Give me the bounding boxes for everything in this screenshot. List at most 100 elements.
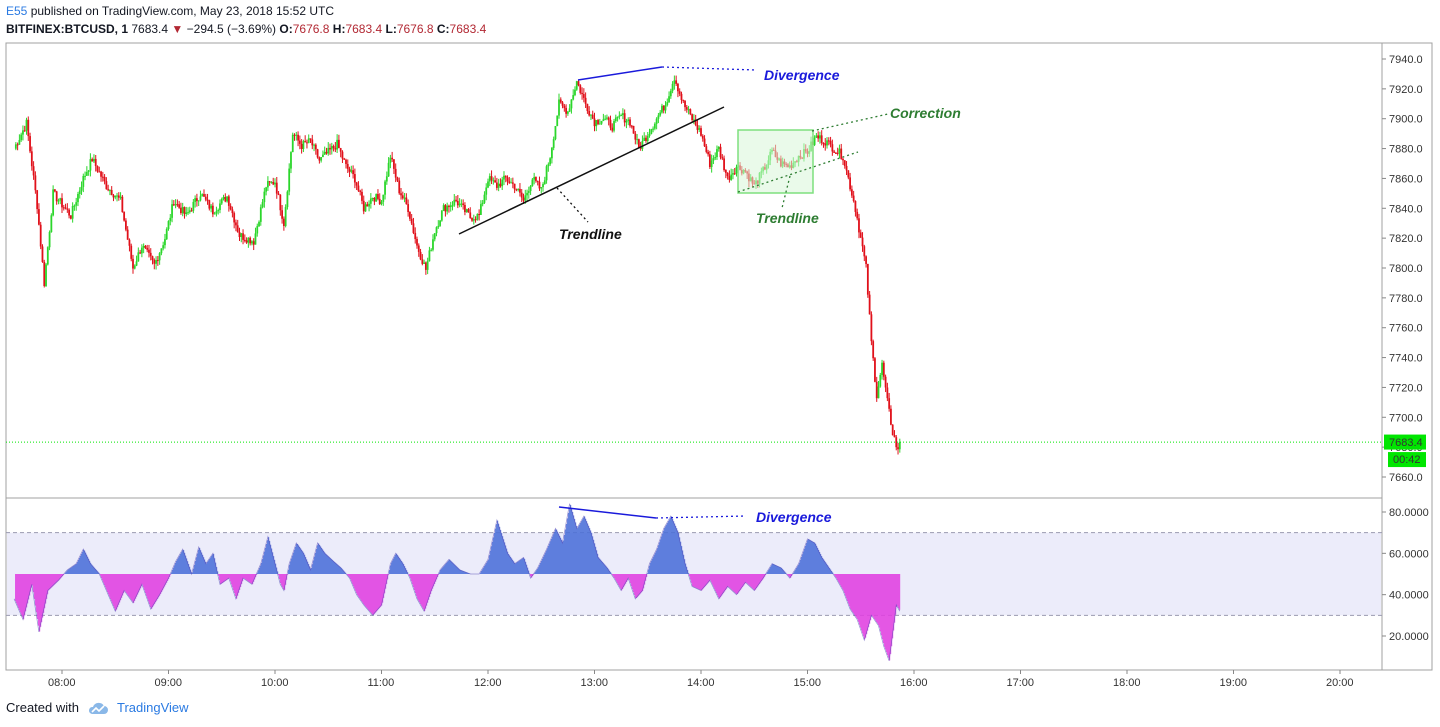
osc-area-slice <box>683 554 685 574</box>
candle-body <box>636 139 638 141</box>
osc-area-slice <box>585 518 587 574</box>
candle-body <box>481 202 484 205</box>
osc-area-slice <box>425 574 427 609</box>
candle-body <box>364 204 367 212</box>
osc-area-slice <box>50 574 52 589</box>
osc-area-slice <box>592 536 594 574</box>
osc-area-slice <box>155 574 157 603</box>
osc-area-slice <box>95 569 97 574</box>
osc-area-slice <box>174 565 176 574</box>
osc-area-slice <box>175 562 177 574</box>
osc-area-slice <box>668 521 670 574</box>
osc-area-slice <box>666 524 668 574</box>
tradingview-link[interactable]: TradingView <box>116 700 189 715</box>
osc-area-slice <box>693 574 695 587</box>
osc-area-slice <box>836 574 838 579</box>
osc-area-slice <box>581 521 583 574</box>
osc-area-slice <box>72 566 74 574</box>
osc-area-slice <box>268 537 270 574</box>
candle-body <box>661 105 663 113</box>
candle-body <box>442 205 445 211</box>
candle-body <box>297 134 299 141</box>
osc-area-slice <box>590 530 592 574</box>
candle-body <box>203 194 205 197</box>
candle-body <box>34 175 37 191</box>
osc-area-slice <box>619 574 621 587</box>
candle-body <box>652 128 654 130</box>
osc-area-slice <box>271 548 273 574</box>
candle-body <box>495 182 498 188</box>
oscillator-axis[interactable]: 80.0000 60.0000 40.0000 20.0000 <box>1382 507 1429 643</box>
osc-area-slice <box>607 567 609 574</box>
osc-area-slice <box>575 522 577 574</box>
osc-area-slice <box>61 574 63 578</box>
candle-body <box>646 135 649 141</box>
osc-area-slice <box>480 572 482 574</box>
candle-body <box>236 225 239 233</box>
osc-area-slice <box>160 574 162 594</box>
osc-area-slice <box>551 538 553 574</box>
candle-body <box>684 100 686 108</box>
osc-area-slice <box>105 574 107 588</box>
osc-area-slice <box>80 555 82 574</box>
osc-area-slice <box>863 574 865 637</box>
candle-body <box>419 251 422 260</box>
osc-area-slice <box>382 574 384 603</box>
osc-area-slice <box>235 574 237 597</box>
osc-area-slice <box>154 574 156 604</box>
osc-area-slice <box>290 561 292 574</box>
osc-area-slice <box>573 515 575 574</box>
price-axis[interactable]: 7940.0 7920.0 7900.0 7880.0 7860.0 7840.0 7820… <box>1382 54 1423 484</box>
candle-body <box>714 157 717 159</box>
osc-area-slice <box>260 565 262 574</box>
osc-area-slice <box>429 574 431 597</box>
osc-area-slice <box>546 550 548 574</box>
candle-body <box>875 381 878 399</box>
osc-area-slice <box>56 574 58 583</box>
osc-area-slice <box>694 574 696 588</box>
osc-area-slice <box>883 574 885 644</box>
osc-area-slice <box>293 552 295 574</box>
time-axis[interactable]: 08:00 09:00 10:00 11:00 12:00 13:00 14:00 15:00… <box>48 670 1354 689</box>
osc-area-slice <box>446 562 448 574</box>
osc-area-slice <box>728 574 730 587</box>
osc-area-slice <box>280 574 282 584</box>
candle-body <box>671 83 674 91</box>
osc-area-slice <box>814 542 816 574</box>
candle-body <box>87 170 90 173</box>
osc-area-slice <box>158 574 160 598</box>
osc-area-slice <box>566 523 568 574</box>
osc-area-slice <box>380 574 382 607</box>
candle-body <box>616 116 619 118</box>
osc-area-slice <box>818 549 820 574</box>
candle-body <box>726 172 729 177</box>
candle-body <box>169 217 172 222</box>
osc-area-slice <box>805 545 807 574</box>
osc-area-slice <box>83 549 85 574</box>
candle-body <box>669 90 672 97</box>
osc-area-slice <box>352 574 354 584</box>
candle-body <box>440 210 443 221</box>
osc-area-slice <box>208 560 210 574</box>
candle-body <box>206 199 209 201</box>
osc-area-slice <box>457 567 459 574</box>
osc-area-slice <box>624 574 626 586</box>
osc-area-slice <box>725 574 727 591</box>
osc-area-slice <box>229 574 231 579</box>
osc-area-slice <box>707 574 709 584</box>
osc-area-slice <box>251 574 253 584</box>
osc-area-slice <box>310 568 312 574</box>
osc-area-slice <box>876 574 878 623</box>
author-link[interactable]: E55 <box>6 4 28 18</box>
osc-area-slice <box>642 574 644 592</box>
osc-area-slice <box>756 574 758 589</box>
osc-area-slice <box>363 574 365 604</box>
osc-area-slice <box>699 574 701 590</box>
osc-area-slice <box>440 570 442 574</box>
candle-body <box>77 194 79 203</box>
osc-area-slice <box>720 574 722 598</box>
candle-body <box>220 198 223 204</box>
osc-area-slice <box>540 562 542 574</box>
candle-body <box>602 119 605 122</box>
